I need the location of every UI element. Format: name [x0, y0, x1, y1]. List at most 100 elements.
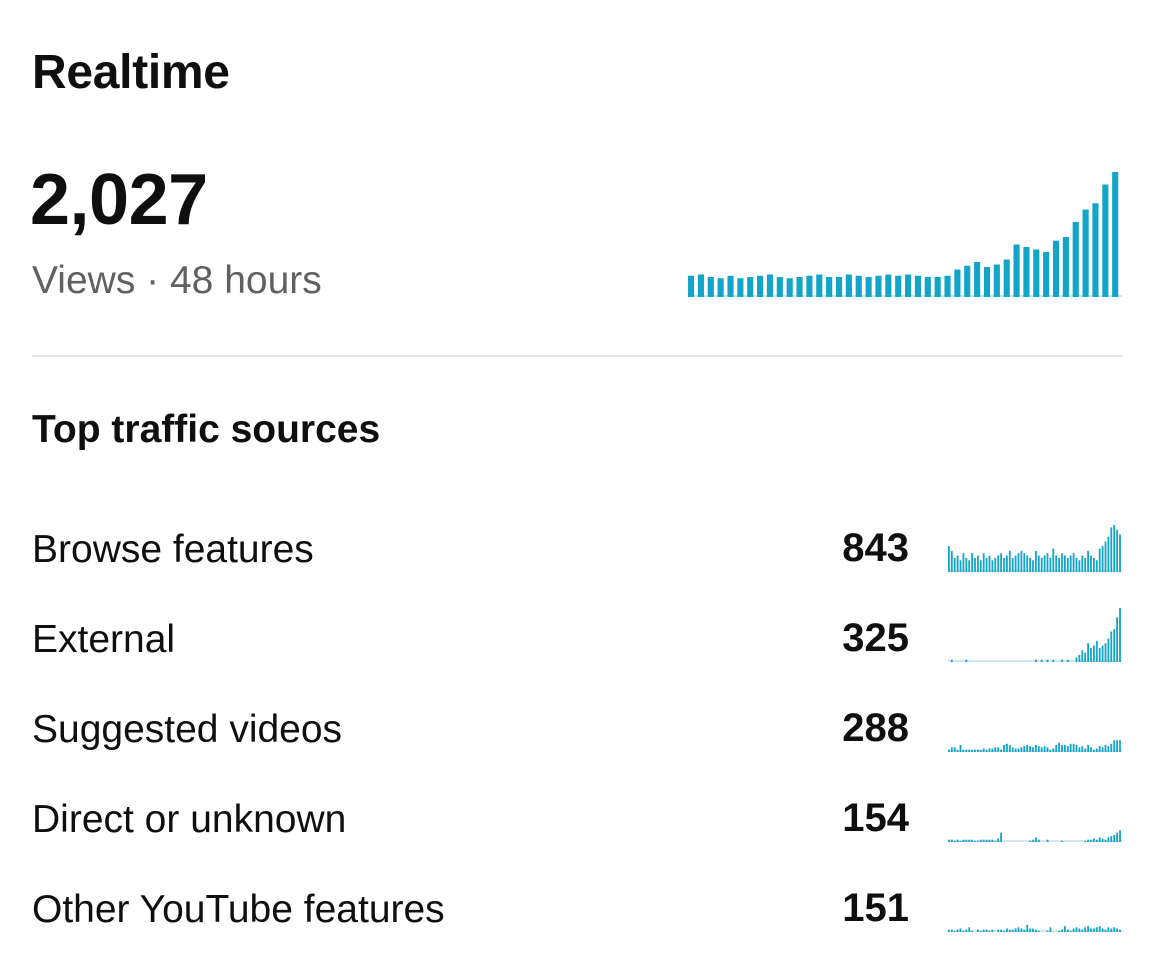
- sparkline-bar: [1046, 930, 1049, 932]
- traffic-source-label: Other YouTube features: [32, 888, 445, 931]
- sparkline-bar: [962, 749, 965, 752]
- traffic-section-title: Top traffic sources: [32, 408, 381, 451]
- sparkline-bar: [1037, 930, 1040, 932]
- sparkline-bar: [1104, 839, 1107, 842]
- sparkline-bar: [982, 929, 985, 932]
- sparkline-bar: [983, 267, 991, 297]
- sparkline-bar: [1098, 926, 1101, 932]
- sparkline-bar: [1119, 534, 1121, 572]
- sparkline-bar: [1023, 553, 1026, 572]
- sparkline-bar: [1035, 837, 1037, 842]
- sparkline-bar: [697, 274, 704, 297]
- sparkline-bar: [1026, 744, 1029, 752]
- sparkline-bar: [1119, 740, 1121, 752]
- sparkline-bar: [953, 747, 956, 752]
- sparkline-bar: [968, 927, 971, 932]
- traffic-source-sparkline: [948, 608, 1122, 662]
- sparkline-bar: [985, 929, 988, 932]
- sparkline-bar: [1061, 553, 1063, 572]
- sparkline-bar: [1066, 557, 1069, 572]
- traffic-source-row[interactable]: Browse features 843: [0, 506, 1161, 596]
- sparkline-bar: [1112, 172, 1119, 297]
- sparkline-bar: [1104, 643, 1107, 662]
- traffic-source-sparkline: [948, 924, 1122, 932]
- sparkline-bar: [988, 748, 991, 752]
- sparkline-bar: [1061, 840, 1063, 842]
- sparkline-bar: [1066, 929, 1069, 932]
- sparkline-bar: [1023, 247, 1030, 297]
- sparkline-bar: [959, 928, 962, 932]
- traffic-source-row[interactable]: Other YouTube features 151: [0, 866, 1161, 956]
- realtime-views-subtitle: Views · 48 hours: [32, 259, 322, 302]
- sparkline-bar: [1029, 928, 1031, 932]
- sparkline-bar: [1084, 840, 1087, 842]
- sparkline-bar: [950, 747, 953, 752]
- sparkline-bar: [979, 839, 982, 842]
- sparkline-bar: [914, 275, 921, 297]
- sparkline-bar: [1000, 553, 1002, 572]
- sparkline-bar: [1087, 926, 1089, 932]
- sparkline-bar: [1043, 555, 1046, 572]
- sparkline-bar: [1006, 743, 1008, 752]
- sparkline-bar: [977, 929, 979, 932]
- traffic-source-row[interactable]: External 325: [0, 596, 1161, 686]
- sparkline-bar: [994, 747, 997, 752]
- sparkline-bar: [1119, 929, 1121, 932]
- sparkline-bar: [1014, 928, 1017, 932]
- traffic-source-sparkline: [948, 525, 1122, 572]
- sparkline-bar: [948, 929, 950, 932]
- sparkline-bar: [1052, 748, 1055, 752]
- sparkline-bar: [953, 557, 956, 572]
- traffic-source-value: 151: [842, 886, 909, 930]
- sparkline-bar: [1020, 747, 1023, 752]
- traffic-source-label: Suggested videos: [32, 708, 343, 751]
- sparkline-bar: [997, 929, 1000, 932]
- sparkline-bar: [1087, 839, 1089, 842]
- sparkline-bar: [1046, 659, 1049, 662]
- sparkline-bar: [1110, 928, 1113, 932]
- sparkline-bar: [895, 275, 902, 297]
- sparkline-bar: [944, 275, 951, 297]
- sparkline-bar: [1107, 746, 1110, 752]
- sparkline-bar: [1035, 929, 1037, 932]
- sparkline-bar: [1090, 555, 1092, 572]
- sparkline-bar: [1046, 553, 1049, 572]
- sparkline-bar: [1032, 560, 1034, 572]
- sparkline-bar: [1043, 252, 1050, 297]
- sparkline-bar: [1000, 832, 1002, 842]
- sparkline-bar: [1037, 746, 1040, 752]
- sparkline-bar: [954, 269, 961, 297]
- sparkline-bar: [993, 264, 1000, 297]
- traffic-source-value: 288: [842, 706, 909, 750]
- sparkline-bar: [1078, 928, 1081, 932]
- sparkline-bar: [1075, 557, 1078, 572]
- sparkline-bar: [956, 929, 959, 932]
- sparkline-bar: [826, 277, 833, 297]
- sparkline-bar: [1003, 744, 1005, 752]
- sparkline-bar: [1035, 744, 1037, 752]
- sparkline-bar: [965, 659, 968, 662]
- sparkline-bar: [956, 839, 959, 842]
- sparkline-bar: [1017, 927, 1020, 932]
- sparkline-bar: [1101, 747, 1104, 752]
- sparkline-bar: [1020, 550, 1023, 572]
- traffic-source-row[interactable]: Direct or unknown 154: [0, 776, 1161, 866]
- sparkline-bar: [1046, 747, 1049, 752]
- sparkline-bar: [1020, 928, 1023, 932]
- sparkline-bar: [1101, 645, 1104, 662]
- sparkline-bar: [1035, 550, 1037, 572]
- sparkline-bar: [971, 749, 973, 752]
- sparkline-bar: [965, 749, 968, 752]
- sparkline-bar: [747, 277, 754, 297]
- sparkline-bar: [1072, 928, 1075, 932]
- sparkline-bar: [1116, 832, 1118, 842]
- traffic-source-row[interactable]: Suggested videos 288: [0, 686, 1161, 776]
- sparkline-bar: [1058, 742, 1060, 752]
- sparkline-bar: [1032, 747, 1034, 752]
- sparkline-bar: [1107, 638, 1110, 662]
- sparkline-bar: [835, 277, 843, 297]
- sparkline-bar: [1023, 746, 1026, 752]
- sparkline-bar: [1078, 560, 1081, 572]
- sparkline-bar: [950, 550, 953, 572]
- sparkline-bar: [959, 560, 962, 572]
